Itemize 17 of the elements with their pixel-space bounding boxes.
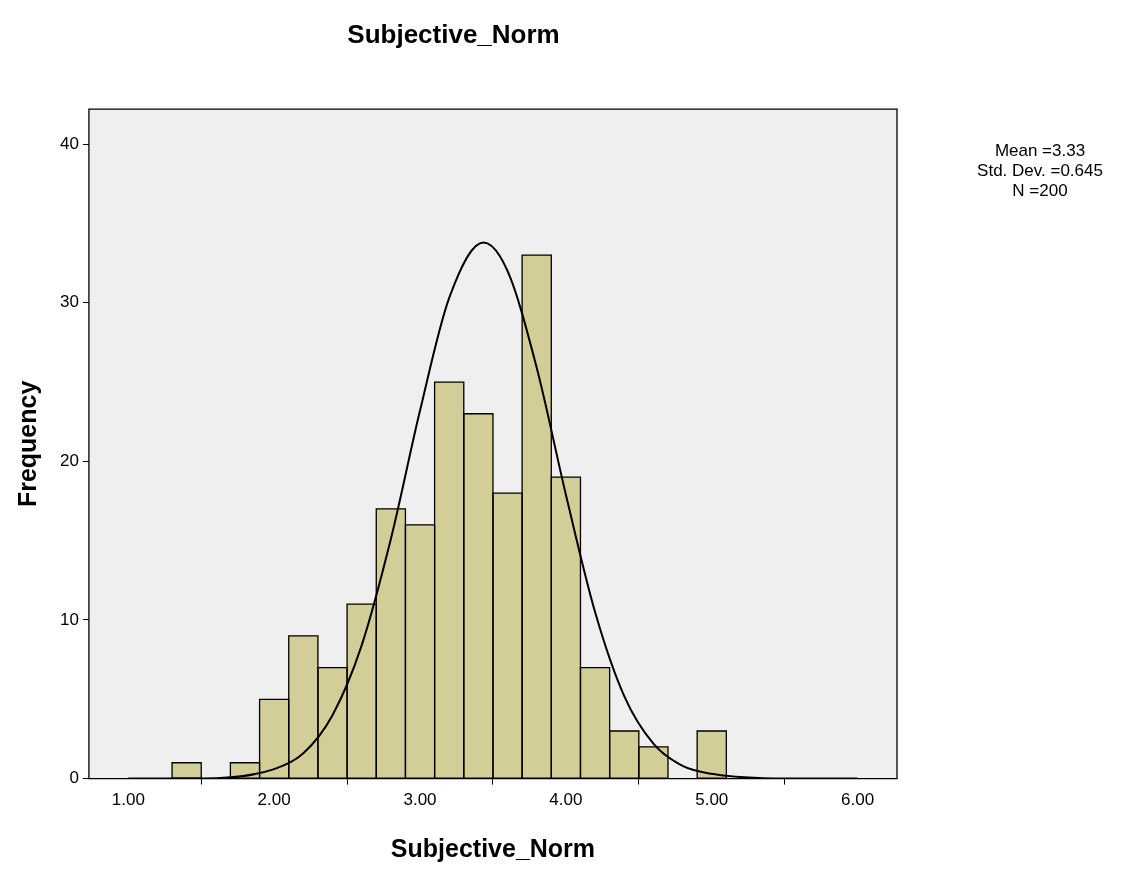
text: N =200 xyxy=(1012,181,1068,201)
chart-title: Subjective_Norm xyxy=(347,18,560,49)
y-tick-label: 30 xyxy=(59,292,79,312)
x-tick-label: 2.00 xyxy=(257,790,291,810)
y-tick-label: 40 xyxy=(59,133,79,153)
y-tick-label: 0 xyxy=(69,768,79,788)
text: Std. Dev. =0.645 xyxy=(977,161,1103,181)
x-tick-label: 3.00 xyxy=(403,790,437,810)
x-tick-label: 1.00 xyxy=(111,790,145,810)
y-tick-label: 10 xyxy=(59,609,79,629)
y-tick-label: 20 xyxy=(59,451,79,471)
x-tick-label: 6.00 xyxy=(841,790,875,810)
x-axis-title: Subjective_Norm xyxy=(390,833,596,862)
text: Mean =3.33 xyxy=(994,141,1086,161)
x-tick-label: 5.00 xyxy=(695,790,729,810)
x-tick-label: 4.00 xyxy=(549,790,583,810)
y-axis-title: Frequency xyxy=(12,380,41,508)
